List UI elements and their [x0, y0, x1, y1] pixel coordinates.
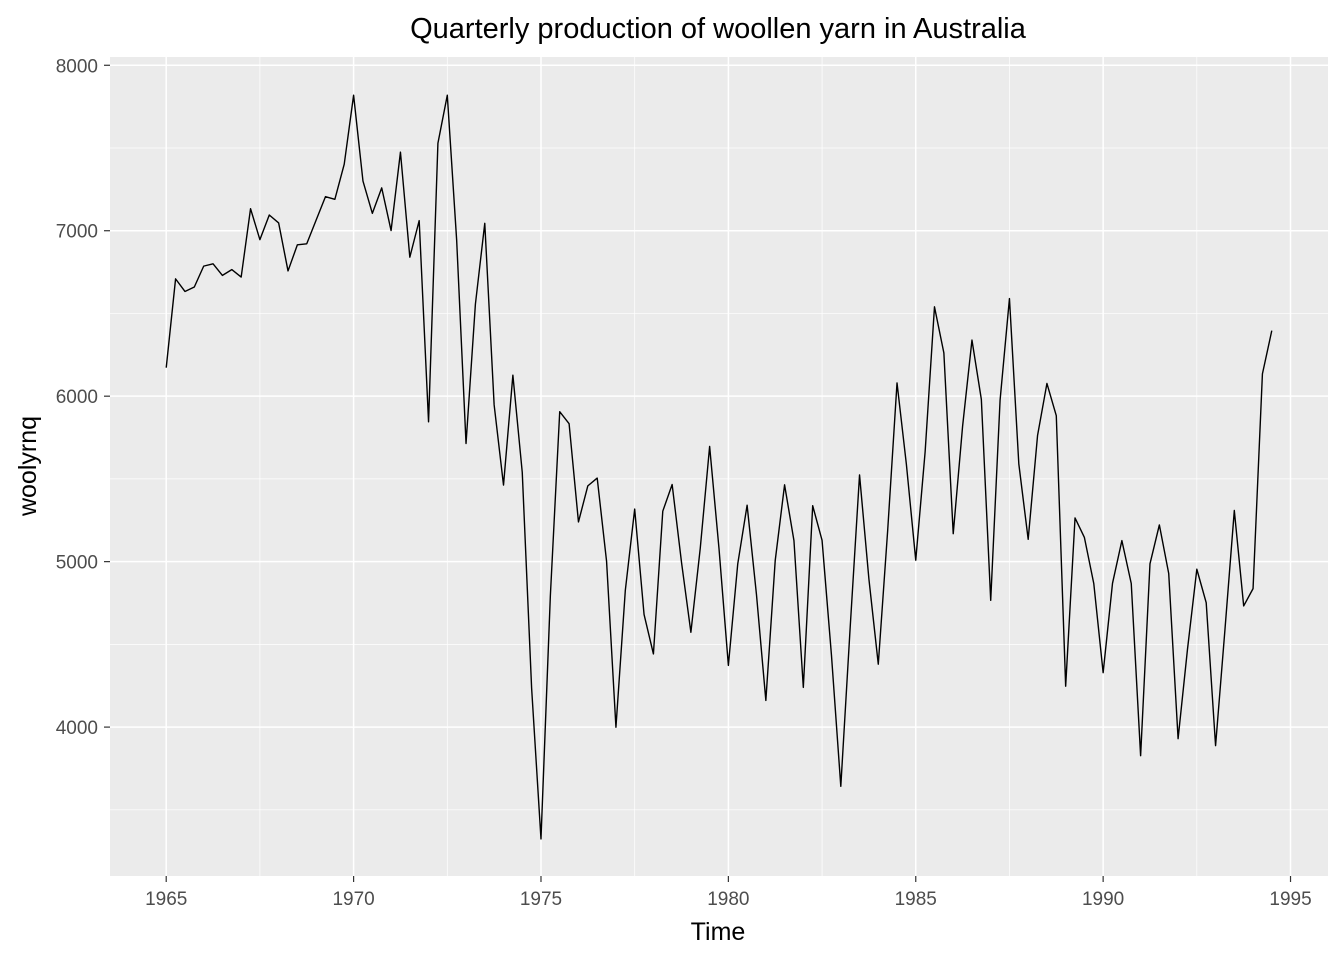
chart-title: Quarterly production of woollen yarn in …: [410, 13, 1027, 45]
y-tick-label: 7000: [56, 222, 98, 243]
x-tick-label: 1975: [520, 889, 562, 910]
x-tick-label: 1990: [1082, 889, 1124, 910]
y-tick-label: 4000: [56, 718, 98, 739]
major-gridlines: [110, 57, 1328, 876]
x-tick-label: 1980: [707, 889, 749, 910]
x-tick-label: 1995: [1269, 889, 1311, 910]
y-axis: 4000 5000 6000 7000 8000: [56, 56, 110, 739]
x-axis-title: Time: [691, 918, 746, 946]
series-line: [165, 94, 1273, 840]
minor-gridlines: [110, 57, 1328, 876]
x-axis: 1965 1970 1975 1980 1985 1990 1995: [145, 876, 1312, 910]
y-axis-title: woolyrnq: [14, 416, 42, 517]
y-tick-label: 5000: [56, 553, 98, 574]
x-tick-label: 1970: [332, 889, 374, 910]
y-tick-label: 6000: [56, 387, 98, 408]
y-tick-label: 8000: [56, 56, 98, 77]
plot-panel: [110, 57, 1328, 876]
x-tick-label: 1965: [145, 889, 187, 910]
x-tick-label: 1985: [895, 889, 937, 910]
